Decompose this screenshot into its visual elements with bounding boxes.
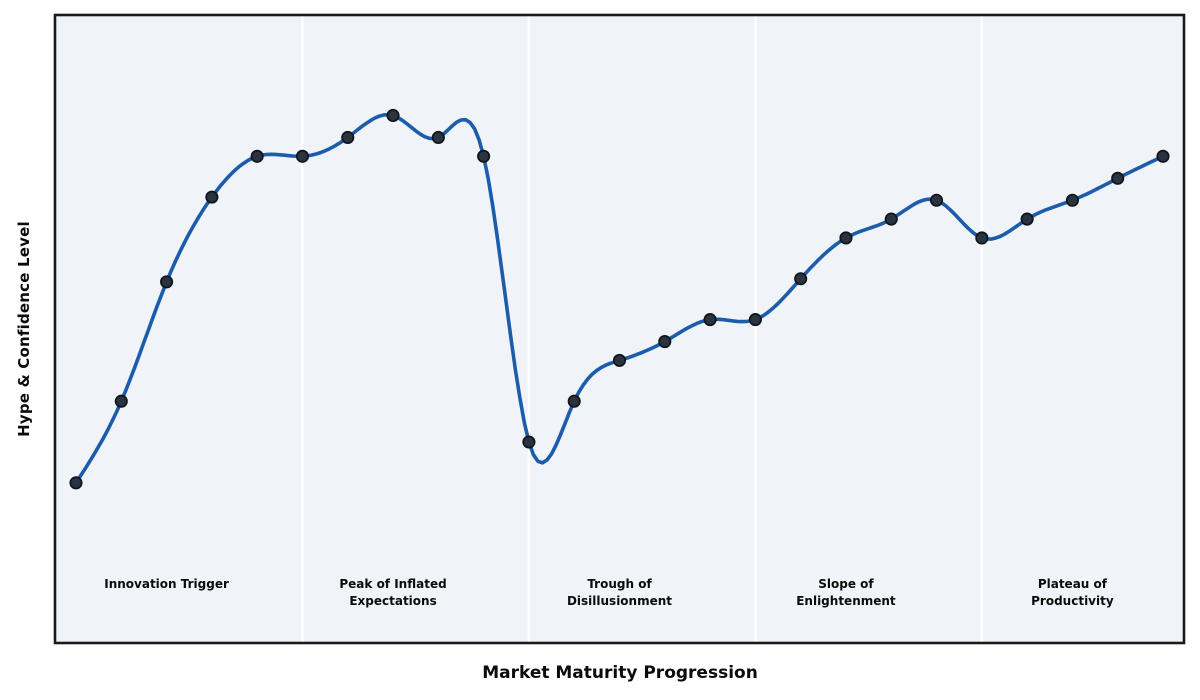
data-point-marker (567, 394, 581, 408)
data-point-marker (884, 212, 898, 226)
data-point-marker (929, 193, 944, 207)
data-point-marker (703, 313, 717, 327)
data-point-marker (205, 190, 219, 204)
data-point-marker (341, 130, 355, 145)
data-point-marker (748, 313, 762, 327)
phase-label-slope-of-enlightenment: Slope of Enlightenment (796, 577, 896, 608)
data-point-marker (1111, 171, 1125, 185)
data-point-marker (1020, 212, 1034, 226)
data-point-marker (386, 108, 400, 123)
data-point-marker (1156, 149, 1170, 163)
data-point-marker (250, 149, 264, 163)
data-point-marker (794, 272, 808, 286)
data-point-marker (612, 353, 627, 367)
data-point-marker (1065, 193, 1079, 207)
data-point-marker (431, 130, 445, 145)
phase-label-innovation-trigger: Innovation Trigger (104, 577, 229, 591)
data-point-marker (658, 335, 672, 349)
data-point-marker (477, 149, 491, 163)
phase-label-trough-of-disillusionment: Trough of Disillusionment (566, 577, 673, 608)
data-point-marker (522, 435, 536, 449)
phase-dividers (301, 16, 984, 642)
data-point-marker (975, 231, 989, 245)
plot-background (55, 15, 1184, 643)
data-point-marker (114, 394, 128, 408)
data-points (69, 108, 1170, 490)
data-point-marker (160, 275, 174, 289)
data-point-marker (295, 149, 310, 163)
plot-border (53, 13, 1186, 645)
phase-label-plateau-of-productivity: Plateau of Productivity (1031, 577, 1114, 608)
y-axis-label: Hype & Confidence Level (15, 221, 33, 437)
data-point-marker (839, 231, 853, 245)
phase-label-peak-of-inflated-expectations: Peak of Inflated Expectations (339, 577, 447, 608)
data-point-marker (69, 476, 83, 490)
x-axis-label: Market Maturity Progression (482, 663, 758, 683)
